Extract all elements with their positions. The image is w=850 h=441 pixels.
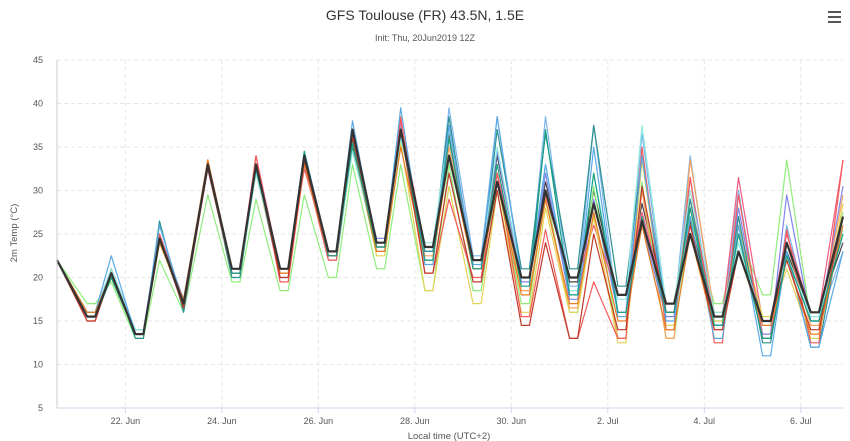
x-tick-label: 4. Jul (694, 416, 716, 426)
y-tick-label: 10 (33, 360, 43, 370)
ensemble-mean-line[interactable] (56, 128, 845, 336)
x-tick-label: 28. Jun (400, 416, 430, 426)
chart-title: GFS Toulouse (FR) 43.5N, 1.5E (326, 7, 524, 23)
x-axis-title: Local time (UTC+2) (408, 431, 491, 441)
y-tick-label: 15 (33, 316, 43, 326)
x-tick-label: 2. Jul (597, 416, 619, 426)
x-tick-label: 26. Jun (304, 416, 334, 426)
axes: 5 10 15 20 25 30 35 40 45 22. Jun 24. Jun 26. Jun 28… (33, 55, 843, 426)
x-tick-label: 6. Jul (790, 416, 812, 426)
x-tick-label: 24. Jun (207, 416, 237, 426)
y-tick-label: 40 (33, 99, 43, 109)
y-tick-label: 45 (33, 55, 43, 65)
y-tick-label: 5 (38, 403, 43, 413)
y-tick-label: 30 (33, 186, 43, 196)
y-tick-label: 20 (33, 273, 43, 283)
y-tick-label: 35 (33, 142, 43, 152)
y-tick-label: 25 (33, 229, 43, 239)
series-group (56, 107, 845, 357)
x-tick-label: 30. Jun (497, 416, 527, 426)
hamburger-menu-icon[interactable] (828, 11, 841, 23)
chart-subtitle: Init: Thu, 20Jun2019 12Z (375, 33, 475, 43)
x-tick-label: 22. Jun (111, 416, 141, 426)
y-axis-title: 2m Temp (°C) (9, 204, 20, 263)
